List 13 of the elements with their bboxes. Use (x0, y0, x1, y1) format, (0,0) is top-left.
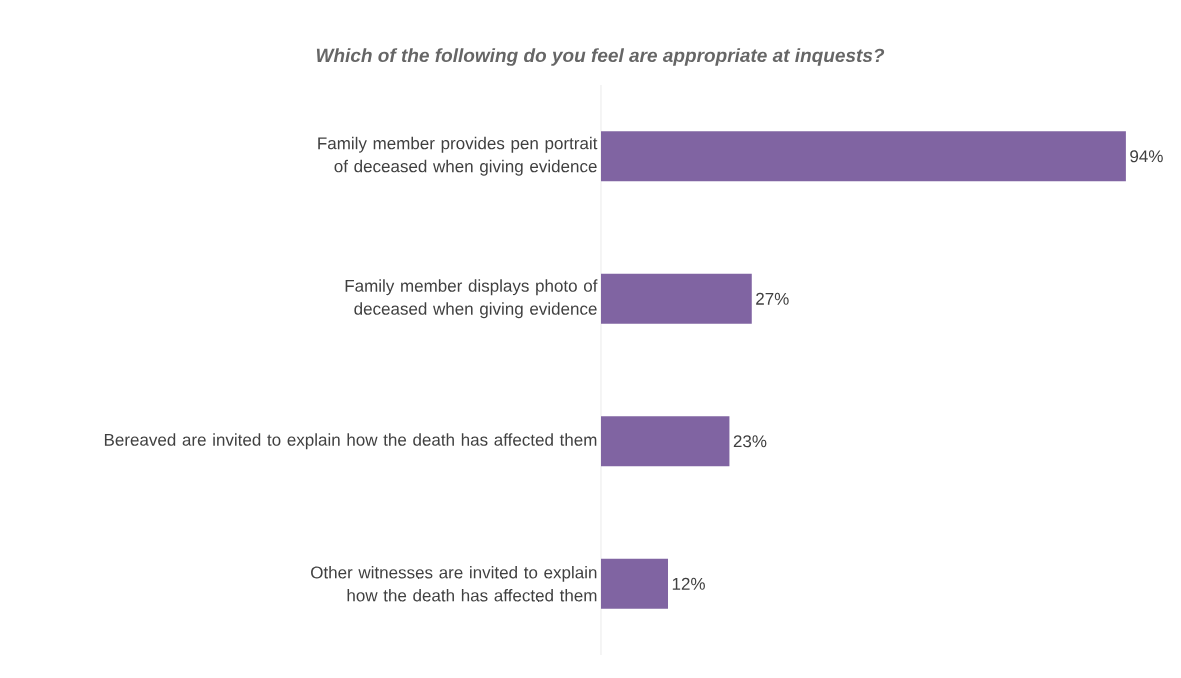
data-label: 27% (756, 292, 789, 305)
chart-title: Which of the following do you feel are appropriate at inquests? (316, 48, 885, 66)
y-tick-label: Other witnesses are invited to explain how the death has affected them (311, 566, 597, 602)
bar (601, 416, 730, 467)
y-tick-label: Family member provides pen portrait of deceased when giving evidence (318, 136, 598, 176)
bar (601, 273, 752, 324)
y-tick-label: Bereaved are invited to explain how the death has affected them (104, 433, 597, 450)
data-label: 12% (672, 577, 705, 590)
y-tick-label: Family member displays photo of deceased when giving evidence (345, 279, 598, 319)
bar (601, 558, 669, 609)
data-label: 23% (733, 435, 767, 448)
bar (601, 131, 1126, 182)
data-label: 94% (1130, 150, 1163, 163)
